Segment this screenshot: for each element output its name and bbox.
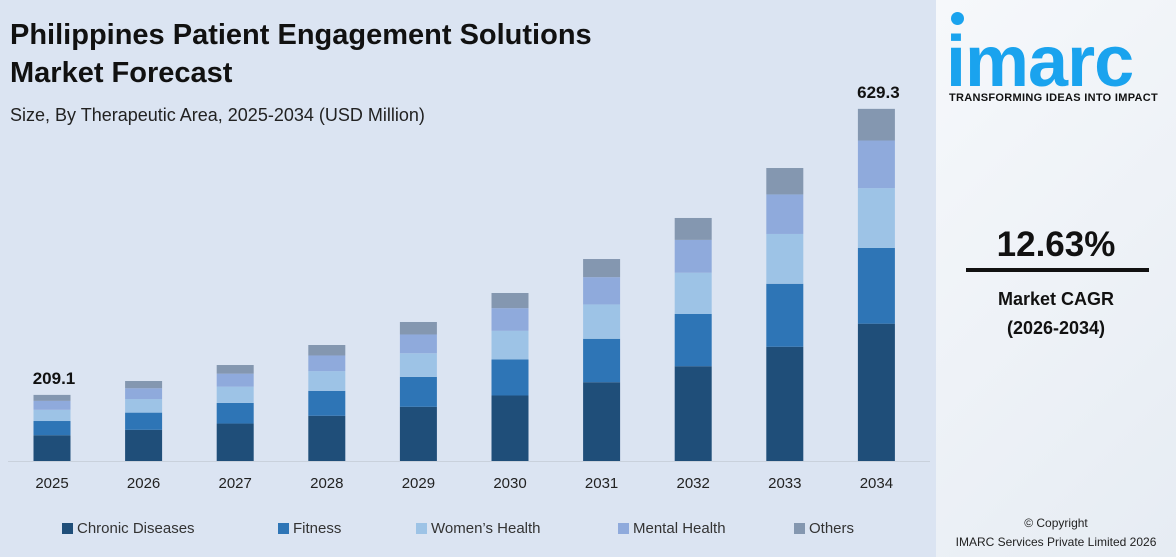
bar-segment-2034-0 — [857, 323, 895, 461]
cagr-label-text: Market CAGR — [997, 289, 1115, 309]
bar-segment-2026-1 — [125, 412, 163, 430]
data-label-2034: 629.3 — [857, 83, 900, 102]
bar-segment-2034-4 — [857, 108, 895, 141]
x-tick-label: 2029 — [402, 475, 435, 492]
bar-segment-2032-3 — [674, 239, 712, 273]
bar-segment-2025-3 — [33, 400, 71, 410]
bar-segment-2032-1 — [674, 313, 712, 367]
bar-segment-2034-1 — [857, 247, 895, 324]
bar-segment-2027-2 — [216, 386, 254, 403]
x-tick-label: 2032 — [677, 475, 710, 492]
bar-segment-2029-0 — [399, 406, 437, 461]
legend-label: Fitness — [293, 520, 342, 537]
x-tick-label: 2033 — [768, 475, 801, 492]
stacked-bar-chart: 2025 209.1 2026 2027 2028 2029 2030 2031 2032 203… — [8, 83, 930, 492]
bar-segment-2031-0 — [583, 382, 621, 461]
bar-segment-2031-2 — [583, 304, 621, 339]
bar-segment-2033-0 — [766, 346, 804, 461]
bar-segment-2026-2 — [125, 399, 163, 413]
bar-segment-2031-3 — [583, 277, 621, 305]
copyright-text: © Copyright — [1024, 516, 1088, 530]
bar-segment-2025-1 — [33, 421, 71, 436]
x-tick-label: 2034 — [860, 475, 893, 492]
legend-swatch — [618, 523, 629, 534]
legend-label: Women’s Health — [431, 520, 541, 537]
bar-segment-2027-0 — [216, 423, 254, 461]
page-title: Philippines Patient Engagement Solutions… — [10, 16, 592, 92]
chart-subtitle: Size, By Therapeutic Area, 2025-2034 (US… — [10, 105, 425, 125]
x-tick-label: 2025 — [35, 475, 68, 492]
bar-segment-2032-4 — [674, 217, 712, 240]
bar-segment-2030-2 — [491, 330, 529, 360]
title-line-1: Philippines Patient Engagement Solutions — [10, 19, 592, 51]
legend-swatch — [62, 523, 73, 534]
chart-panel: Philippines Patient Engagement Solutions… — [8, 16, 930, 537]
cagr-value: 12.63% — [996, 225, 1116, 264]
legend-swatch — [416, 523, 427, 534]
x-tick-label: 2026 — [127, 475, 160, 492]
bar-segment-2026-4 — [125, 381, 163, 389]
bar-segment-2027-1 — [216, 402, 254, 424]
x-tick-label: 2031 — [585, 475, 618, 492]
logo-tagline: TRANSFORMING IDEAS INTO IMPACT — [949, 92, 1159, 104]
bar-segment-2025-4 — [33, 394, 71, 401]
bar-segment-2031-1 — [583, 338, 621, 383]
bar-segment-2026-3 — [125, 388, 163, 400]
logo-dot — [951, 12, 964, 25]
bar-segment-2032-0 — [674, 366, 712, 461]
bar-segment-2034-2 — [857, 188, 895, 248]
bar-segment-2034-3 — [857, 140, 895, 189]
bar-segment-2030-4 — [491, 292, 529, 309]
cagr-divider — [966, 268, 1149, 272]
legend-label: Others — [809, 520, 855, 537]
legend-item: Others — [794, 520, 914, 537]
imarc-logo: imarc — [946, 22, 1134, 102]
legend: Chronic Diseases Fitness Women’s Health Men… — [62, 520, 914, 537]
bar-segment-2028-2 — [308, 371, 346, 391]
bar-segment-2030-3 — [491, 308, 529, 331]
bar-segment-2026-0 — [125, 429, 163, 461]
bar-segment-2033-4 — [766, 168, 804, 195]
x-tick-label: 2028 — [310, 475, 343, 492]
bar-segment-2032-2 — [674, 272, 712, 314]
bar-segment-2033-2 — [766, 233, 804, 284]
bar-segment-2033-3 — [766, 194, 804, 234]
x-tick-label: 2030 — [493, 475, 526, 492]
bar-segment-2030-0 — [491, 395, 529, 461]
title-line-2: Market Forecast — [10, 57, 233, 89]
bar-segment-2029-1 — [399, 376, 437, 407]
company-name: IMARC Services Private Limited 2026 — [955, 535, 1157, 549]
legend-swatch — [278, 523, 289, 534]
bar-segment-2029-4 — [399, 321, 437, 335]
bar-segment-2028-3 — [308, 355, 346, 372]
bar-segment-2029-3 — [399, 334, 437, 354]
bar-segment-2033-1 — [766, 283, 804, 347]
bar-segment-2027-4 — [216, 365, 254, 374]
copyright: © Copyright IMARC Services Private Limite… — [936, 514, 1176, 552]
data-label-2025: 209.1 — [33, 369, 76, 388]
cagr-period: (2026-2034) — [1006, 318, 1106, 338]
cagr-label: Market CAGR (2026-2034) — [936, 285, 1176, 343]
bar-segment-2025-2 — [33, 409, 71, 422]
bar-segment-2029-2 — [399, 353, 437, 377]
sidebar: imarc TRANSFORMING IDEAS INTO IMPACT 12.… — [936, 0, 1176, 557]
legend-label: Mental Health — [633, 520, 726, 537]
bar-segment-2030-1 — [491, 359, 529, 396]
bar-segment-2028-0 — [308, 415, 346, 461]
legend-item: Fitness — [278, 520, 416, 537]
legend-item: Chronic Diseases — [62, 520, 278, 537]
x-tick-label: 2027 — [219, 475, 252, 492]
legend-item: Mental Health — [618, 520, 794, 537]
bar-segment-2028-4 — [308, 345, 346, 356]
legend-item: Women’s Health — [416, 520, 618, 537]
bar-segment-2031-4 — [583, 259, 621, 278]
bar-segment-2028-1 — [308, 390, 346, 416]
legend-label: Chronic Diseases — [77, 520, 195, 537]
bar-segment-2027-3 — [216, 373, 254, 387]
legend-swatch — [794, 523, 805, 534]
bar-segment-2025-0 — [33, 435, 71, 461]
